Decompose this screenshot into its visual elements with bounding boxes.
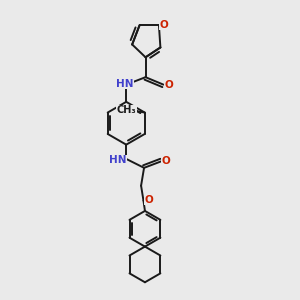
Text: HN: HN — [116, 79, 134, 89]
Text: HN: HN — [109, 155, 126, 165]
Text: O: O — [144, 195, 153, 205]
Text: CH₃: CH₃ — [116, 105, 136, 115]
Text: O: O — [160, 20, 168, 30]
Text: O: O — [162, 156, 170, 166]
Text: O: O — [164, 80, 173, 90]
